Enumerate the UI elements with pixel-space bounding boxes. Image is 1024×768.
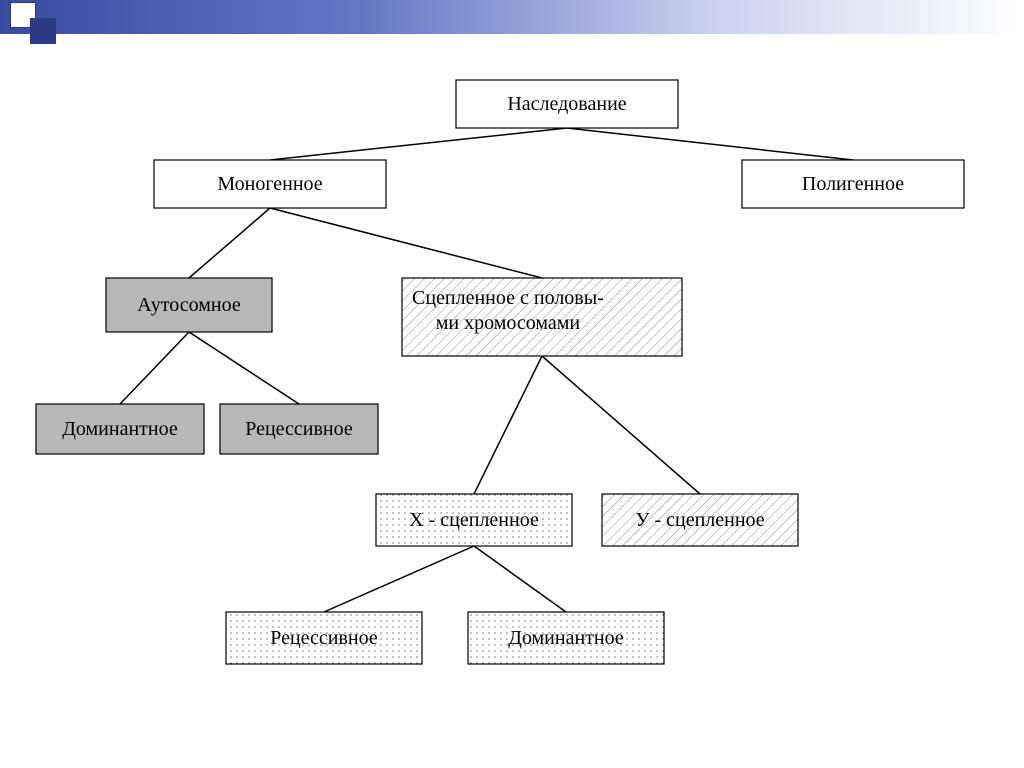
- node-auto_dom: Доминантное: [36, 404, 204, 454]
- corner-square-2: [30, 18, 56, 44]
- node-y_link: У - сцепленное: [602, 494, 798, 546]
- node-auto: Аутосомное: [106, 278, 272, 332]
- slide-top-bar: [0, 0, 1024, 34]
- node-sex: Сцепленное с половы- ми хромосомами: [402, 278, 682, 356]
- node-x_rec: Рецессивное: [226, 612, 422, 664]
- diagram-canvas: Наследование Моногенное Полигенное Аутосомн…: [0, 0, 1024, 768]
- node-poly: Полигенное: [742, 160, 964, 208]
- node-auto_rec: Рецессивное: [220, 404, 378, 454]
- node-x_dom: Доминантное: [468, 612, 664, 664]
- top-bar-gradient: [0, 0, 1024, 34]
- node-x_link: Х - сцепленное: [376, 494, 572, 546]
- node-mono: Моногенное: [154, 160, 386, 208]
- node-root: Наследование: [456, 80, 678, 128]
